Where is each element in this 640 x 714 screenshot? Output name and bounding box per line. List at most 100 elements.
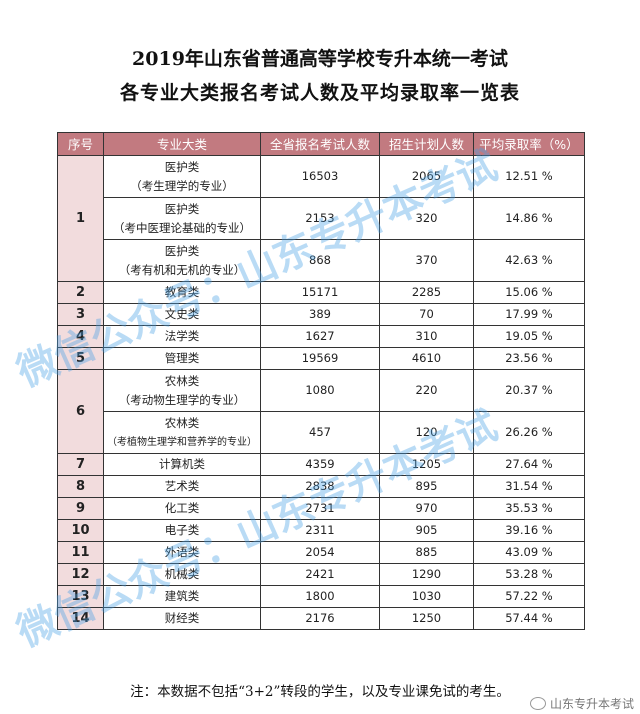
header-rate: 平均录取率（%） <box>473 132 585 156</box>
major-cell: 财经类 <box>103 607 261 630</box>
rate-cell: 57.22 % <box>473 585 585 608</box>
rate-cell: 43.09 % <box>473 541 585 564</box>
plan-cell: 2285 <box>379 281 474 304</box>
plan-cell: 1250 <box>379 607 474 630</box>
applicants-cell: 2153 <box>260 197 380 240</box>
plan-cell: 120 <box>379 411 474 454</box>
plan-cell: 70 <box>379 303 474 326</box>
table-row: 医护类 （考中医理论基础的专业） 2153 320 14.86 % <box>58 197 585 240</box>
major-note: （考中医理论基础的专业） <box>113 220 251 235</box>
applicants-cell: 2054 <box>260 541 380 564</box>
table-row: 5 管理类 19569 4610 23.56 % <box>57 347 585 370</box>
major-cell: 教育类 <box>103 281 261 304</box>
major-name: 农林类 <box>164 415 200 430</box>
major-cell: 医护类 （考中医理论基础的专业） <box>103 197 261 240</box>
row-index: 14 <box>57 607 104 630</box>
rate-cell: 57.44 % <box>473 607 585 630</box>
header-major: 专业大类 <box>103 132 261 156</box>
major-note: （考植物生理学和营养学的专业） <box>107 436 257 448</box>
plan-cell: 220 <box>379 369 474 412</box>
enrollment-table: 序号 专业大类 全省报名考试人数 招生计划人数 平均录取率（%） 1 医护类 （考生… <box>57 132 585 630</box>
row-index: 2 <box>57 281 104 304</box>
applicants-cell: 868 <box>260 239 380 282</box>
brand-label: 山东专升本考试 <box>529 695 634 712</box>
applicants-cell: 19569 <box>260 347 380 370</box>
plan-cell: 2065 <box>379 155 474 198</box>
plan-cell: 895 <box>379 475 474 498</box>
row-index: 6 <box>57 369 104 454</box>
row-index: 7 <box>57 453 104 476</box>
applicants-cell: 16503 <box>260 155 380 198</box>
row-index: 8 <box>57 475 104 498</box>
major-cell: 法学类 <box>103 325 261 348</box>
major-cell: 管理类 <box>103 347 261 370</box>
title-line-1: 2019年山东省普通高等学校专升本统一考试 <box>132 48 508 70</box>
rate-cell: 19.05 % <box>473 325 585 348</box>
major-name: 化工类 <box>164 501 200 515</box>
row-index: 4 <box>57 325 104 348</box>
major-cell: 外语类 <box>103 541 261 564</box>
applicants-cell: 2311 <box>260 519 380 542</box>
plan-cell: 320 <box>379 197 474 240</box>
major-cell: 医护类 （考有机和无机的专业） <box>103 239 261 282</box>
major-note: （考生理学的专业） <box>130 178 234 193</box>
major-cell: 化工类 <box>103 497 261 520</box>
major-name: 医护类 <box>164 159 200 174</box>
rate-cell: 27.64 % <box>473 453 585 476</box>
major-name: 医护类 <box>164 201 200 216</box>
brand-text: 山东专升本考试 <box>549 697 634 711</box>
rate-cell: 12.51 % <box>473 155 585 198</box>
applicants-cell: 389 <box>260 303 380 326</box>
table-row: 13 建筑类 1800 1030 57.22 % <box>57 585 585 608</box>
row-index: 9 <box>57 497 104 520</box>
rate-cell: 26.26 % <box>473 411 585 454</box>
major-name: 财经类 <box>164 611 200 625</box>
major-name: 艺术类 <box>164 479 200 493</box>
major-name: 教育类 <box>164 285 200 299</box>
major-cell: 艺术类 <box>103 475 261 498</box>
table-row: 3 文史类 389 70 17.99 % <box>57 303 585 326</box>
table-row: 农林类 （考植物生理学和营养学的专业） 457 120 26.26 % <box>58 411 585 454</box>
major-name: 机械类 <box>164 567 200 581</box>
table-row: 12 机械类 2421 1290 53.28 % <box>57 563 585 586</box>
major-name: 外语类 <box>164 545 200 559</box>
row-index: 13 <box>57 585 104 608</box>
rate-cell: 23.56 % <box>473 347 585 370</box>
major-name: 农林类 <box>164 373 200 388</box>
applicants-cell: 4359 <box>260 453 380 476</box>
plan-cell: 885 <box>379 541 474 564</box>
major-cell: 文史类 <box>103 303 261 326</box>
header-applicants: 全省报名考试人数 <box>260 132 380 156</box>
plan-cell: 370 <box>379 239 474 282</box>
plan-cell: 1030 <box>379 585 474 608</box>
table-row: 6 农林类 （考动物生理学的专业） 1080 220 20.37 % <box>57 369 585 454</box>
row-index: 11 <box>57 541 104 564</box>
table-row: 9 化工类 2731 970 35.53 % <box>57 497 585 520</box>
major-cell: 建筑类 <box>103 585 261 608</box>
major-name: 电子类 <box>164 523 200 537</box>
rate-cell: 15.06 % <box>473 281 585 304</box>
applicants-cell: 15171 <box>260 281 380 304</box>
applicants-cell: 2421 <box>260 563 380 586</box>
wechat-icon <box>529 697 546 710</box>
row-index: 10 <box>57 519 104 542</box>
table-row: 2 教育类 15171 2285 15.06 % <box>57 281 585 304</box>
title-line-2: 各专业大类报名考试人数及平均录取率一览表 <box>119 82 520 104</box>
plan-cell: 310 <box>379 325 474 348</box>
major-name: 建筑类 <box>164 589 200 603</box>
plan-cell: 970 <box>379 497 474 520</box>
table-row: 1 医护类 （考生理学的专业） 16503 2065 12.51 % <box>57 155 585 282</box>
rate-cell: 17.99 % <box>473 303 585 326</box>
applicants-cell: 457 <box>260 411 380 454</box>
row-index: 5 <box>57 347 104 370</box>
table-row: 14 财经类 2176 1250 57.44 % <box>57 607 585 630</box>
row-index: 3 <box>57 303 104 326</box>
major-note: （考有机和无机的专业） <box>118 262 246 277</box>
major-cell: 农林类 （考动物生理学的专业） <box>103 369 261 412</box>
plan-cell: 1205 <box>379 453 474 476</box>
major-cell: 计算机类 <box>103 453 261 476</box>
table-row: 医护类 （考有机和无机的专业） 868 370 42.63 % <box>58 239 585 282</box>
major-name: 计算机类 <box>159 457 205 471</box>
header-index: 序号 <box>57 132 104 156</box>
rate-cell: 14.86 % <box>473 197 585 240</box>
